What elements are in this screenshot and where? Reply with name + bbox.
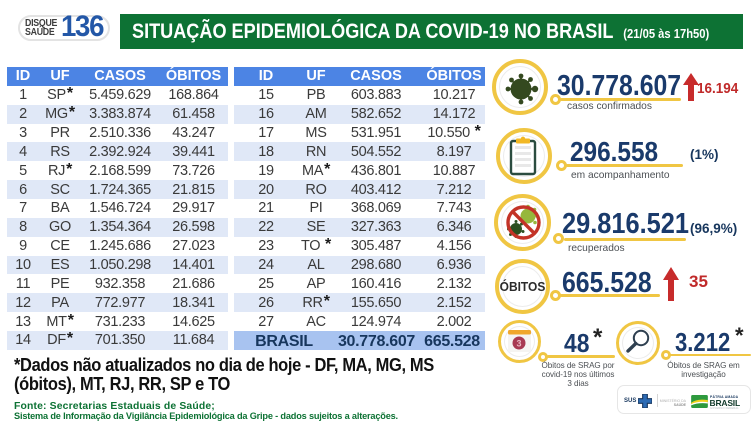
svg-text:3: 3 [516,339,521,349]
